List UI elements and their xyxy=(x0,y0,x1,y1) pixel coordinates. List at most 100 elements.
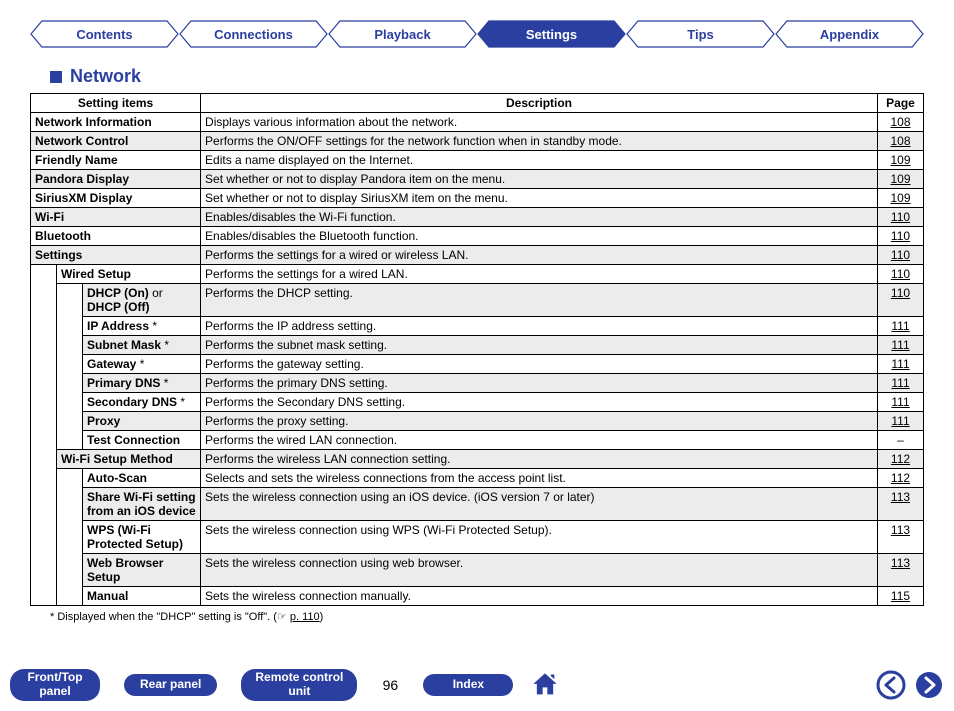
page-link[interactable]: 111 xyxy=(891,338,909,352)
page-link-cell[interactable]: 111 xyxy=(878,374,924,393)
rear-panel-button[interactable]: Rear panel xyxy=(124,674,217,696)
page-link[interactable]: 109 xyxy=(890,153,910,167)
page-link-cell[interactable]: 115 xyxy=(878,587,924,606)
col-setting-items: Setting items xyxy=(31,94,201,113)
page-link[interactable]: 115 xyxy=(891,589,910,603)
page-link[interactable]: 109 xyxy=(890,191,910,205)
page-link[interactable]: 110 xyxy=(891,229,910,243)
table-row: WPS (Wi-Fi Protected Setup)Sets the wire… xyxy=(31,521,924,554)
table-row: ProxyPerforms the proxy setting.111 xyxy=(31,412,924,431)
home-icon[interactable] xyxy=(531,671,559,699)
table-row: SiriusXM DisplaySet whether or not to di… xyxy=(31,189,924,208)
page-link-cell[interactable]: 109 xyxy=(878,189,924,208)
page-link[interactable]: 110 xyxy=(891,210,910,224)
table-row: Friendly NameEdits a name displayed on t… xyxy=(31,151,924,170)
nav-tab-contents[interactable]: Contents xyxy=(30,20,179,48)
page-link[interactable]: 113 xyxy=(891,523,910,537)
table-row: Gateway *Performs the gateway setting. 11… xyxy=(31,355,924,374)
nav-tab-playback[interactable]: Playback xyxy=(328,20,477,48)
table-row: Subnet Mask *Performs the subnet mask se… xyxy=(31,336,924,355)
page-link[interactable]: 112 xyxy=(891,452,910,466)
setting-item: SiriusXM Display xyxy=(31,189,201,208)
page-link-cell[interactable]: 108 xyxy=(878,132,924,151)
page-link[interactable]: 110 xyxy=(891,286,910,300)
next-page-arrow[interactable] xyxy=(914,670,944,700)
table-row: Primary DNS *Performs the primary DNS se… xyxy=(31,374,924,393)
nav-tab-tips[interactable]: Tips xyxy=(626,20,775,48)
setting-description: Sets the wireless connection using WPS (… xyxy=(201,521,878,554)
page-link-cell[interactable]: 112 xyxy=(878,450,924,469)
table-row: Test ConnectionPerforms the wired LAN co… xyxy=(31,431,924,450)
page-link-cell[interactable]: 110 xyxy=(878,265,924,284)
table-row: DHCP (On) or DHCP (Off)Performs the DHCP… xyxy=(31,284,924,317)
setting-description: Sets the wireless connection using web b… xyxy=(201,554,878,587)
page-link[interactable]: 113 xyxy=(891,490,910,504)
page-link-cell[interactable]: 111 xyxy=(878,317,924,336)
setting-description: Performs the wired LAN connection. xyxy=(201,431,878,450)
setting-item: Share Wi-Fi setting from an iOS device xyxy=(83,488,201,521)
table-row: Network InformationDisplays various info… xyxy=(31,113,924,132)
setting-item: Gateway * xyxy=(83,355,201,374)
settings-table: Setting items Description Page Network I… xyxy=(30,93,924,606)
footnote-page-link[interactable]: p. 110 xyxy=(290,611,320,623)
nav-tab-settings[interactable]: Settings xyxy=(477,20,626,48)
setting-description: Performs the subnet mask setting. xyxy=(201,336,878,355)
page-link-cell[interactable]: 113 xyxy=(878,554,924,587)
remote-control-button[interactable]: Remote controlunit xyxy=(241,669,357,701)
page-link-cell[interactable]: 111 xyxy=(878,412,924,431)
page-link-cell[interactable]: 109 xyxy=(878,151,924,170)
page-link[interactable]: 111 xyxy=(891,395,909,409)
page-link-cell[interactable]: 111 xyxy=(878,336,924,355)
page-link[interactable]: 113 xyxy=(891,556,910,570)
page-link[interactable]: 112 xyxy=(891,471,910,485)
page-link-cell[interactable]: 113 xyxy=(878,488,924,521)
setting-description: Performs the primary DNS setting. xyxy=(201,374,878,393)
page-link-cell[interactable]: 109 xyxy=(878,170,924,189)
setting-description: Performs the gateway setting. xyxy=(201,355,878,374)
setting-description: Performs the proxy setting. xyxy=(201,412,878,431)
page-link-cell[interactable]: 111 xyxy=(878,355,924,374)
page-link[interactable]: 111 xyxy=(891,319,909,333)
section-title: Network xyxy=(70,66,141,87)
page-link-cell[interactable]: 113 xyxy=(878,521,924,554)
setting-description: Performs the Secondary DNS setting. xyxy=(201,393,878,412)
nav-tab-appendix[interactable]: Appendix xyxy=(775,20,924,48)
setting-item: Test Connection xyxy=(83,431,201,450)
setting-item: Web Browser Setup xyxy=(83,554,201,587)
setting-item: Wired Setup xyxy=(57,265,201,284)
setting-item: Bluetooth xyxy=(31,227,201,246)
col-page: Page xyxy=(878,94,924,113)
page-link[interactable]: 110 xyxy=(891,267,910,281)
page-link-cell[interactable]: 108 xyxy=(878,113,924,132)
setting-description: Set whether or not to display Pandora it… xyxy=(201,170,878,189)
front-top-panel-button[interactable]: Front/Toppanel xyxy=(10,669,100,701)
page-link[interactable]: 110 xyxy=(891,248,910,262)
setting-description: Performs the ON/OFF settings for the net… xyxy=(201,132,878,151)
page-link[interactable]: 108 xyxy=(890,115,910,129)
page-link-cell[interactable]: 110 xyxy=(878,227,924,246)
setting-item: DHCP (On) or DHCP (Off) xyxy=(83,284,201,317)
page-link[interactable]: 111 xyxy=(891,376,909,390)
setting-description: Sets the wireless connection manually. xyxy=(201,587,878,606)
footnote: * Displayed when the "DHCP" setting is "… xyxy=(50,610,924,623)
page-link[interactable]: 108 xyxy=(890,134,910,148)
page-link[interactable]: 111 xyxy=(891,414,909,428)
table-row: SettingsPerforms the settings for a wire… xyxy=(31,246,924,265)
page-link-cell[interactable]: 110 xyxy=(878,208,924,227)
page-link-cell[interactable]: 111 xyxy=(878,393,924,412)
setting-description: Enables/disables the Bluetooth function. xyxy=(201,227,878,246)
table-row: Wi-FiEnables/disables the Wi-Fi function… xyxy=(31,208,924,227)
table-row: ManualSets the wireless connection manua… xyxy=(31,587,924,606)
table-row: Web Browser SetupSets the wireless conne… xyxy=(31,554,924,587)
page-link-cell[interactable]: 110 xyxy=(878,284,924,317)
page-link[interactable]: 111 xyxy=(891,357,909,371)
prev-page-arrow[interactable] xyxy=(876,670,906,700)
index-button[interactable]: Index xyxy=(423,674,513,696)
nav-tab-connections[interactable]: Connections xyxy=(179,20,328,48)
page-link-cell[interactable]: 110 xyxy=(878,246,924,265)
page-link-cell[interactable]: 112 xyxy=(878,469,924,488)
page-link[interactable]: 109 xyxy=(890,172,910,186)
col-description: Description xyxy=(201,94,878,113)
setting-item: IP Address * xyxy=(83,317,201,336)
top-nav-tabs: ContentsConnectionsPlaybackSettingsTipsA… xyxy=(30,20,924,48)
